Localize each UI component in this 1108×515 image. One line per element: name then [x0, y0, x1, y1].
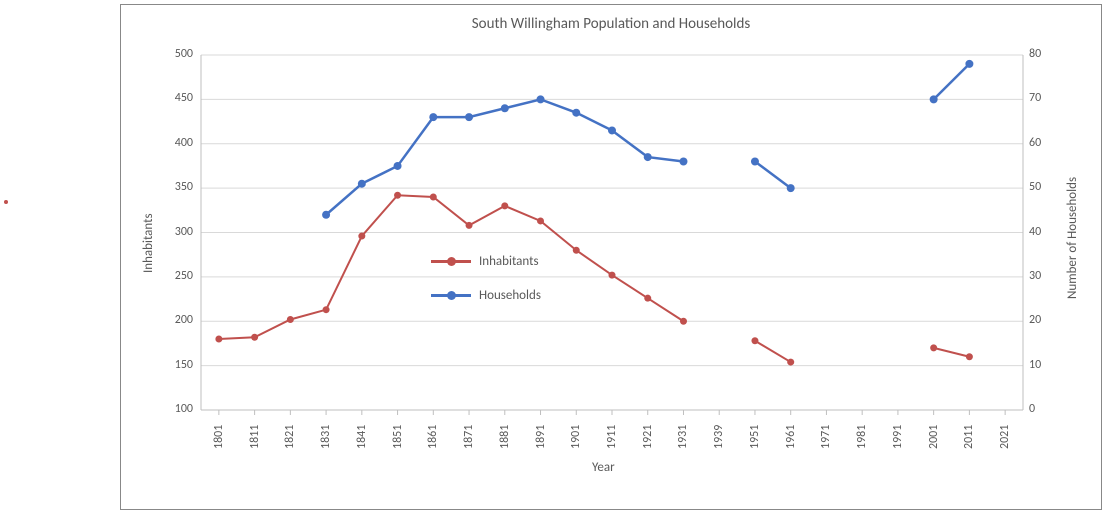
- legend-swatch: [431, 255, 471, 267]
- x-tick: 1931: [676, 420, 690, 454]
- x-tick: 1991: [891, 420, 905, 454]
- legend: Inhabitants Households: [431, 253, 541, 321]
- x-tick: 1841: [355, 420, 369, 454]
- y-left-tick: 450: [175, 91, 193, 105]
- y-left-tick: 350: [175, 180, 193, 194]
- chart-container: South Willingham Population and Househol…: [120, 4, 1102, 510]
- x-tick: 1951: [748, 420, 762, 454]
- y-axis-right-label: Number of Households: [1065, 153, 1080, 323]
- x-tick: 1871: [462, 420, 476, 454]
- x-axis-label: Year: [592, 460, 615, 475]
- y-left-tick: 200: [175, 313, 193, 327]
- legend-label: Households: [479, 288, 541, 303]
- y-left-tick: 500: [175, 47, 193, 61]
- y-right-tick: 30: [1029, 269, 1041, 283]
- y-right-tick: 0: [1029, 402, 1035, 416]
- y-left-tick: 250: [175, 269, 193, 283]
- x-tick: 1939: [712, 420, 726, 454]
- x-tick: 1811: [248, 420, 262, 454]
- x-tick: 1851: [391, 420, 405, 454]
- x-tick: 2001: [927, 420, 941, 454]
- y-right-tick: 40: [1029, 225, 1041, 239]
- x-tick: 1891: [534, 420, 548, 454]
- x-tick: 1961: [784, 420, 798, 454]
- x-tick: 1831: [319, 420, 333, 454]
- y-left-tick: 300: [175, 225, 193, 239]
- chart-title: South Willingham Population and Househol…: [121, 15, 1101, 33]
- y-axis-left-label: Inhabitants: [141, 193, 156, 293]
- plot-svg: [201, 55, 1023, 410]
- legend-item: Inhabitants: [431, 253, 541, 269]
- x-tick: 1901: [569, 420, 583, 454]
- plot-area: [201, 55, 1023, 410]
- x-tick: 1881: [498, 420, 512, 454]
- legend-label: Inhabitants: [479, 254, 539, 269]
- y-right-tick: 70: [1029, 91, 1041, 105]
- legend-swatch: [431, 289, 471, 301]
- y-left-tick: 400: [175, 136, 193, 150]
- y-right-tick: 20: [1029, 313, 1041, 327]
- x-tick: 2011: [962, 420, 976, 454]
- x-tick: 1971: [819, 420, 833, 454]
- y-right-tick: 80: [1029, 47, 1041, 61]
- y-left-tick: 150: [175, 358, 193, 372]
- x-tick: 2021: [998, 420, 1012, 454]
- x-tick: 1801: [212, 420, 226, 454]
- x-tick: 1921: [641, 420, 655, 454]
- x-tick: 1821: [283, 420, 297, 454]
- x-tick: 1911: [605, 420, 619, 454]
- y-right-tick: 10: [1029, 358, 1041, 372]
- stray-marker: [4, 200, 8, 204]
- y-right-tick: 50: [1029, 180, 1041, 194]
- x-tick: 1981: [855, 420, 869, 454]
- x-tick: 1861: [426, 420, 440, 454]
- y-right-tick: 60: [1029, 136, 1041, 150]
- y-left-tick: 100: [175, 402, 193, 416]
- legend-item: Households: [431, 287, 541, 303]
